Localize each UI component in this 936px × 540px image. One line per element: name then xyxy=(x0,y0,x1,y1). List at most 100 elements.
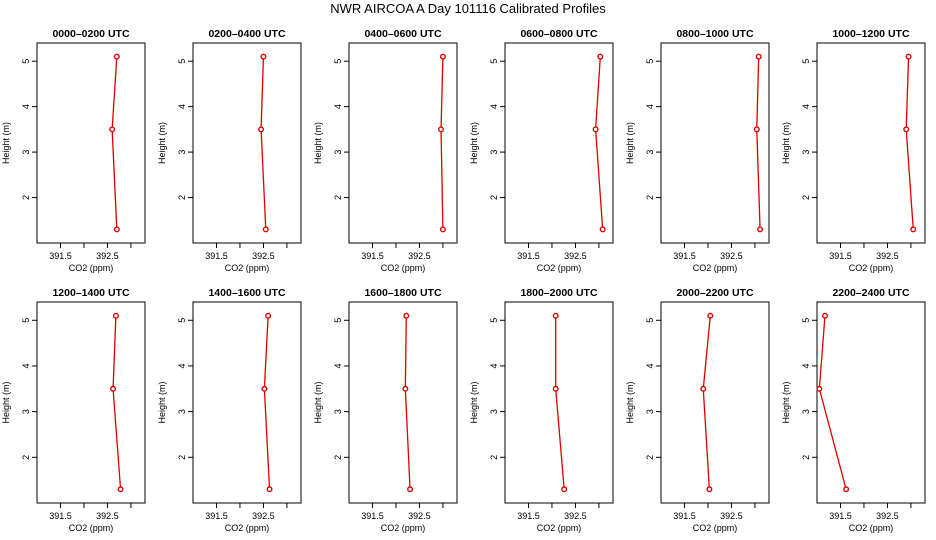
y-axis-label: Height (m) xyxy=(625,381,635,423)
y-tick-label: 4 xyxy=(177,104,187,109)
plot-frame xyxy=(660,301,770,504)
y-axis-label: Height (m) xyxy=(625,122,635,164)
panel-9: 1600–1800 UTC 2 3 4 5 391.5 392.5 CO2 (ppm) Heig… xyxy=(313,287,458,533)
data-point xyxy=(438,126,445,133)
x-tick-label: 391.5 xyxy=(49,251,72,261)
panel-6: 1000–1200 UTC 2 3 4 5 391.5 392.5 CO2 (ppm) Heig… xyxy=(781,28,926,273)
y-tick-label: 5 xyxy=(177,59,187,64)
y-tick-label: 5 xyxy=(645,59,655,64)
y-tick-label: 3 xyxy=(177,150,187,155)
data-point xyxy=(816,385,823,392)
y-tick-label: 2 xyxy=(21,455,31,460)
plot-frame xyxy=(816,301,926,504)
profile-line xyxy=(404,315,411,490)
x-tick-label: 391.5 xyxy=(517,251,540,261)
data-point xyxy=(403,312,410,319)
x-axis-label: CO2 (ppm) xyxy=(225,263,270,273)
x-tick-label: 392.5 xyxy=(252,251,275,261)
panel-3: 0400–0600 UTC 2 3 4 5 391.5 392.5 CO2 (ppm) Heig… xyxy=(313,28,458,273)
y-tick-label: 2 xyxy=(489,455,499,460)
panel-7: 1200–1400 UTC 2 3 4 5 391.5 392.5 CO2 (ppm) Heig… xyxy=(1,287,146,533)
data-point xyxy=(260,53,267,60)
data-point xyxy=(910,226,917,233)
x-tick-label: 392.5 xyxy=(876,511,899,521)
y-tick-label: 5 xyxy=(333,59,343,64)
y-tick-label: 3 xyxy=(21,409,31,414)
y-tick-label: 2 xyxy=(177,455,187,460)
profile-line xyxy=(555,315,565,490)
panel-title: 0000–0200 UTC xyxy=(52,28,129,40)
plot-frame xyxy=(36,301,146,504)
panel-1: 0000–0200 UTC 2 3 4 5 391.5 392.5 CO2 (ppm) Heig… xyxy=(1,28,146,273)
x-axis-label: CO2 (ppm) xyxy=(381,523,426,533)
y-tick-label: 5 xyxy=(489,318,499,323)
data-point xyxy=(261,385,268,392)
profile-line xyxy=(260,56,267,230)
y-tick-label: 2 xyxy=(801,195,811,200)
y-axis-label: Height (m) xyxy=(469,122,479,164)
x-axis-label: CO2 (ppm) xyxy=(849,263,894,273)
y-axis-label: Height (m) xyxy=(781,122,791,164)
x-axis-label: CO2 (ppm) xyxy=(537,263,582,273)
y-tick-label: 5 xyxy=(333,318,343,323)
x-tick-label: 391.5 xyxy=(517,511,540,521)
panel-10: 1800–2000 UTC 2 3 4 5 391.5 392.5 CO2 (ppm) Heig… xyxy=(469,287,614,533)
y-axis-label: Height (m) xyxy=(781,381,791,423)
y-tick-label: 2 xyxy=(333,195,343,200)
x-axis-label: CO2 (ppm) xyxy=(693,523,738,533)
x-axis-label: CO2 (ppm) xyxy=(69,523,114,533)
y-tick-label: 3 xyxy=(645,150,655,155)
y-tick-label: 3 xyxy=(333,150,343,155)
data-point xyxy=(262,226,269,233)
data-point xyxy=(552,385,559,392)
x-tick-label: 391.5 xyxy=(361,251,384,261)
y-tick-label: 3 xyxy=(489,409,499,414)
data-point xyxy=(113,226,120,233)
plot-frame xyxy=(348,42,458,244)
plot-frame xyxy=(660,42,770,244)
panel-title: 2200–2400 UTC xyxy=(832,287,909,299)
plot-frame xyxy=(504,42,614,244)
y-tick-label: 3 xyxy=(489,150,499,155)
x-axis-label: CO2 (ppm) xyxy=(537,523,582,533)
x-tick-label: 391.5 xyxy=(829,251,852,261)
data-point xyxy=(753,126,760,133)
panel-title: 1000–1200 UTC xyxy=(832,28,909,40)
y-tick-label: 5 xyxy=(489,59,499,64)
panel-title: 0800–1000 UTC xyxy=(676,28,753,40)
panel-title: 0600–0800 UTC xyxy=(520,28,597,40)
plot-frame xyxy=(816,42,926,244)
y-tick-label: 3 xyxy=(801,409,811,414)
data-point xyxy=(903,126,910,133)
x-tick-label: 392.5 xyxy=(720,511,743,521)
x-tick-label: 392.5 xyxy=(720,251,743,261)
plot-frame xyxy=(36,42,146,244)
x-tick-label: 392.5 xyxy=(564,511,587,521)
panel-title: 2000–2200 UTC xyxy=(676,287,753,299)
profile-line xyxy=(756,56,761,230)
profile-line xyxy=(905,56,914,230)
x-tick-label: 391.5 xyxy=(205,251,228,261)
y-axis-label: Height (m) xyxy=(313,122,323,164)
x-tick-label: 391.5 xyxy=(205,511,228,521)
panel-title: 1200–1400 UTC xyxy=(52,287,129,299)
y-tick-label: 4 xyxy=(645,104,655,109)
panel-4: 0600–0800 UTC 2 3 4 5 391.5 392.5 CO2 (ppm) Heig… xyxy=(469,28,614,273)
x-axis-label: CO2 (ppm) xyxy=(225,523,270,533)
y-tick-label: 2 xyxy=(801,455,811,460)
x-tick-label: 392.5 xyxy=(408,251,431,261)
y-tick-label: 3 xyxy=(333,409,343,414)
data-point xyxy=(561,486,568,493)
x-tick-label: 392.5 xyxy=(252,511,275,521)
x-axis-label: CO2 (ppm) xyxy=(381,263,426,273)
data-point xyxy=(700,385,707,392)
panel-title: 1400–1600 UTC xyxy=(208,287,285,299)
data-point xyxy=(439,226,446,233)
data-point xyxy=(112,312,119,319)
profile-line xyxy=(111,56,118,230)
profile-line xyxy=(594,56,604,230)
x-tick-label: 391.5 xyxy=(49,511,72,521)
x-tick-label: 391.5 xyxy=(829,511,852,521)
data-point xyxy=(402,385,409,392)
